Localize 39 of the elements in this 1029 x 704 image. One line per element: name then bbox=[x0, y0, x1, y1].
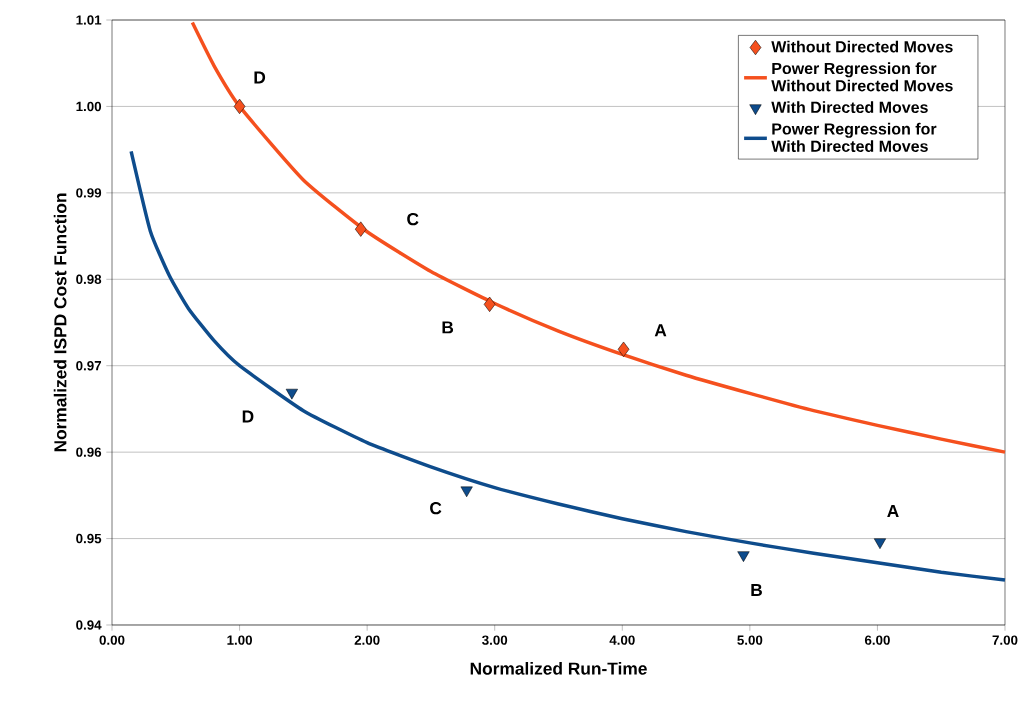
annotation: D bbox=[254, 71, 266, 84]
annotation: B bbox=[442, 321, 454, 334]
y-tick-label: 0.97 bbox=[76, 361, 102, 371]
x-tick-label: 0.00 bbox=[99, 635, 125, 645]
annotation: A bbox=[654, 324, 667, 337]
line-series bbox=[190, 20, 1007, 454]
y-tick-label: 1.00 bbox=[76, 101, 102, 112]
annotation: B bbox=[751, 584, 762, 596]
y-axis-title: Normalized ISPD Cost Function bbox=[53, 193, 67, 452]
x-tick-label: 3.00 bbox=[482, 635, 508, 645]
point bbox=[285, 388, 298, 400]
annotation: C bbox=[407, 213, 419, 226]
point bbox=[873, 538, 887, 549]
legend-label: With Directed Moves bbox=[771, 101, 928, 113]
x-tick-label: 5.00 bbox=[737, 635, 763, 645]
annotation: A bbox=[887, 505, 899, 517]
x-tick-label: 7.00 bbox=[992, 635, 1018, 645]
point bbox=[737, 551, 750, 562]
y-tick-label: 0.94 bbox=[76, 620, 102, 630]
point bbox=[617, 341, 630, 357]
legend-label: Power Regression for With Directed Moves bbox=[771, 122, 937, 152]
x-tick-label: 4.00 bbox=[609, 635, 635, 645]
annotation: C bbox=[430, 502, 442, 515]
legend-label: Power Regression for Without Directed Moves bbox=[771, 62, 953, 92]
y-tick-label: 0.96 bbox=[76, 447, 102, 457]
point bbox=[354, 221, 367, 237]
point bbox=[460, 486, 473, 498]
point bbox=[483, 296, 496, 312]
x-axis-title: Normalized Run-Time bbox=[470, 662, 647, 675]
legend-label: Without Directed Moves bbox=[771, 40, 953, 53]
point bbox=[233, 98, 246, 115]
annotation: D bbox=[242, 410, 254, 423]
y-tick-label: 0.98 bbox=[76, 274, 102, 284]
x-tick-label: 6.00 bbox=[864, 635, 890, 645]
y-tick-label: 0.99 bbox=[76, 188, 102, 198]
x-tick-label: 2.00 bbox=[354, 635, 380, 645]
y-tick-label: 1.01 bbox=[76, 15, 102, 25]
x-tick-label: 1.00 bbox=[227, 635, 253, 645]
y-tick-label: 0.95 bbox=[76, 533, 102, 544]
